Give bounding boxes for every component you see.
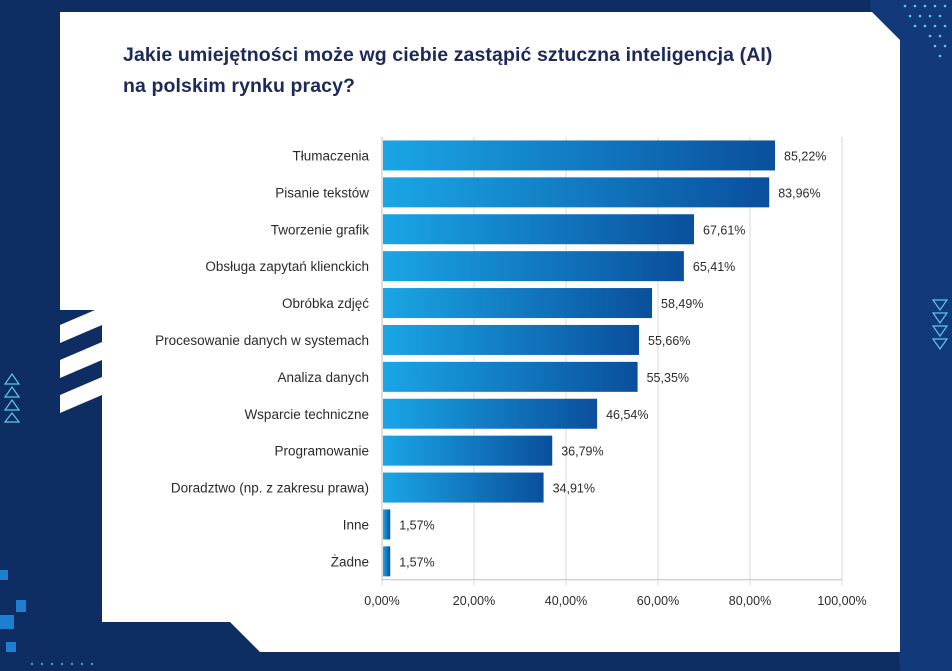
bar (383, 177, 770, 208)
data-label: 83,96% (778, 186, 820, 200)
data-label: 67,61% (703, 223, 745, 237)
data-label: 1,57% (399, 518, 434, 532)
chart-title-line-1: Jakie umiejętności może wg ciebie zastąp… (123, 44, 773, 66)
bar (383, 546, 391, 577)
triangles-down-icon (931, 299, 949, 351)
dots-pattern (903, 4, 947, 58)
bar (383, 509, 391, 540)
x-tick-label: 40,00% (545, 594, 587, 608)
category-label: Analiza danych (277, 370, 369, 385)
data-label: 58,49% (661, 297, 703, 311)
data-label: 85,22% (784, 149, 826, 163)
data-label: 55,35% (647, 371, 689, 385)
category-label: Tworzenie grafik (271, 222, 370, 237)
bar (383, 435, 553, 466)
bar (383, 398, 598, 429)
category-label: Tłumaczenia (292, 148, 369, 163)
bar (383, 288, 653, 319)
data-label: 36,79% (561, 445, 603, 459)
diagonal-stripes (60, 132, 102, 413)
data-label: 46,54% (606, 408, 648, 422)
data-label: 34,91% (553, 482, 595, 496)
x-tick-label: 100,00% (817, 594, 866, 608)
category-label: Żadne (331, 554, 369, 569)
data-label: 1,57% (399, 555, 434, 569)
x-tick-label: 20,00% (453, 594, 495, 608)
category-label: Obsługa zapytań klienckich (205, 259, 369, 274)
data-label: 55,66% (648, 334, 690, 348)
x-tick-label: 60,00% (637, 594, 679, 608)
triangles-up-icon (3, 372, 21, 423)
pixel-squares (0, 570, 26, 652)
data-label: 65,41% (693, 260, 735, 274)
x-tick-label: 0,00% (364, 594, 399, 608)
category-label: Pisanie tekstów (275, 185, 369, 200)
category-label: Procesowanie danych w systemach (155, 333, 369, 348)
bar (383, 361, 638, 392)
category-label: Obróbka zdjęć (282, 296, 369, 311)
bar (383, 214, 695, 245)
category-label: Wsparcie techniczne (244, 407, 369, 422)
bar (383, 472, 544, 503)
x-tick-label: 80,00% (729, 594, 771, 608)
category-label: Inne (343, 517, 369, 532)
bar (383, 251, 684, 282)
bar (383, 140, 776, 171)
category-label: Programowanie (274, 444, 369, 459)
category-label: Doradztwo (np. z zakresu prawa) (171, 481, 369, 496)
chart-title-line-2: na polskim rynku pracy? (123, 75, 356, 97)
bar (383, 324, 640, 355)
